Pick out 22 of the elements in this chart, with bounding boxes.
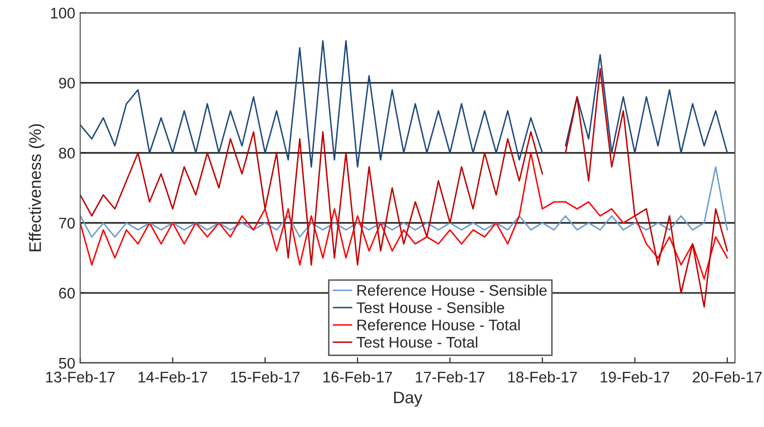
- y-tick-label: 90: [59, 78, 75, 89]
- legend-label: Reference House - Sensible: [358, 284, 547, 296]
- x-tick-label: 16-Feb-17: [323, 371, 392, 383]
- x-tick-label: 15-Feb-17: [231, 371, 300, 383]
- line-series: [80, 166, 728, 238]
- x-tick-label: 14-Feb-17: [138, 371, 208, 383]
- x-tick-label: 19-Feb-17: [600, 371, 670, 383]
- x-axis-title: Day: [394, 392, 422, 407]
- y-tick-label: 100: [51, 8, 75, 18]
- y-axis-title: Effectiveness (%): [28, 124, 44, 252]
- legend-label: Test House - Total: [356, 336, 478, 348]
- y-tick-label: 80: [59, 148, 75, 159]
- x-tick-label: 20-Feb-17: [692, 371, 762, 383]
- line-series: [80, 152, 728, 280]
- legend-label: Reference House - Total: [358, 319, 520, 330]
- y-tick-label: 60: [59, 288, 75, 299]
- x-tick-label: 13-Feb-17: [46, 371, 115, 383]
- legend-label: Test House - Sensible: [356, 302, 504, 314]
- x-tick-label: 18-Feb-17: [508, 371, 577, 383]
- y-tick-label: 50: [58, 358, 75, 369]
- y-tick-label: 70: [59, 218, 75, 229]
- x-tick-label: 17-Feb-17: [416, 371, 484, 383]
